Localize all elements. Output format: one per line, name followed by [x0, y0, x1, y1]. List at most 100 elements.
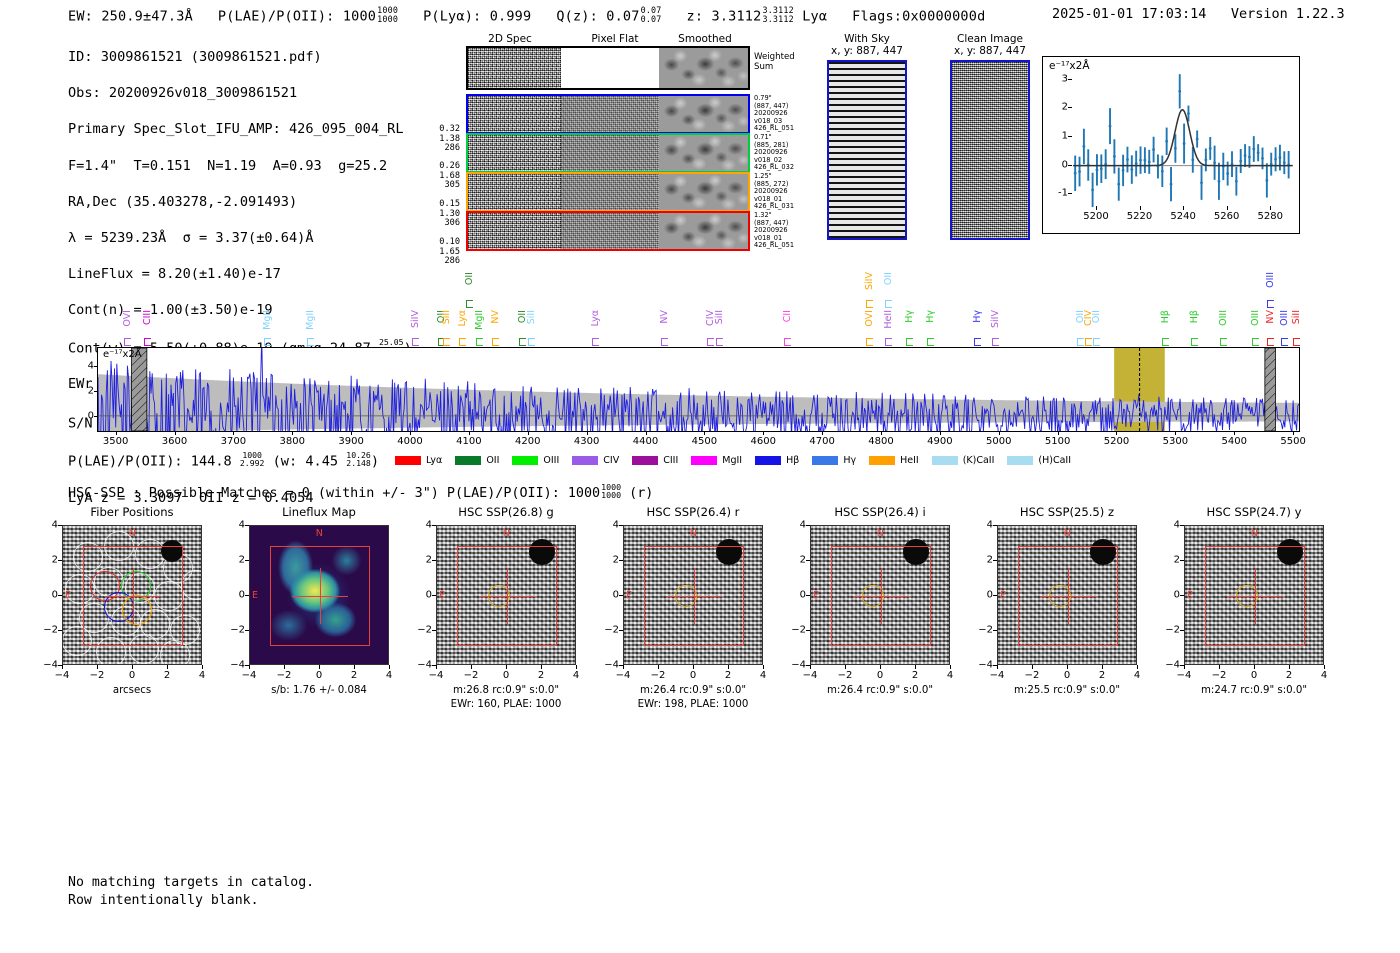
z-value: 3.3112	[711, 8, 762, 25]
x-tick-mark	[763, 665, 764, 669]
x-tick-mark	[704, 431, 706, 435]
legend-item: HeII	[869, 455, 919, 466]
x-tick-mark	[728, 665, 729, 669]
y-tick-mark	[1180, 595, 1184, 596]
x-tick-label: 4500	[691, 436, 718, 447]
x-tick-label: 4200	[515, 436, 541, 447]
line-id-bracket	[527, 338, 535, 346]
x-tick-mark	[97, 665, 98, 669]
plae-value: 1000	[342, 8, 377, 25]
legend-label: HeII	[900, 455, 919, 466]
x-tick-label: 4	[385, 670, 393, 681]
legend-label: CIV	[603, 455, 620, 466]
source-blob	[161, 540, 183, 562]
fiber-row-left-labels: 0.15 1.30 306	[439, 199, 460, 229]
x-tick-mark	[1254, 665, 1255, 669]
x-tick-mark	[1219, 665, 1220, 669]
flags-value: Flags:0x0000000d	[852, 8, 986, 25]
line-id-bracket	[715, 338, 723, 346]
line-id-bracket	[885, 338, 893, 346]
qz-label: Q(z):	[556, 8, 598, 25]
weighted-sum-label: Weighted Sum	[754, 52, 795, 72]
east-label: E	[65, 590, 72, 602]
x-tick-mark	[1067, 665, 1068, 669]
y-tick-mark	[806, 630, 810, 631]
line-id-bracket	[458, 338, 466, 346]
x-tick-label: 2	[911, 670, 919, 681]
line-id-label: OII	[463, 272, 475, 286]
x-tick-mark	[586, 431, 588, 435]
legend-label: OII	[486, 455, 500, 466]
x-tick-label: 5260	[1213, 211, 1240, 222]
legend-item: (H)CaII	[1007, 455, 1071, 466]
x-tick-mark	[1183, 206, 1185, 210]
legend-label: CIII	[663, 455, 679, 466]
line-id-bracket	[306, 338, 314, 346]
y-tick-label: 0	[238, 589, 245, 601]
spectrum-legend: Lyα OII OIII CIV CIII MgII Hβ Hγ HeII (K)CaII (H)C…	[395, 450, 1084, 469]
y-tick-label: 2	[238, 554, 245, 566]
cutout-caption: m:24.7 rc:0.9" s:0.0"	[1200, 685, 1308, 696]
x-tick-mark	[436, 665, 437, 669]
y-tick-mark	[432, 630, 436, 631]
y-tick-mark	[58, 665, 62, 666]
y-tick-mark	[94, 365, 98, 367]
fiber-row-left-labels: 0.10 1.65 286	[439, 237, 460, 267]
line-id-label: Lyα	[590, 310, 602, 327]
east-label: E	[1000, 590, 1007, 602]
x-tick-mark	[471, 665, 472, 669]
x-tick-mark	[506, 665, 507, 669]
info-lambda: λ = 5239.23Å σ = 3.37(±0.64)Å	[68, 230, 314, 247]
y-tick-label: −2	[43, 624, 58, 636]
line-id-label: OVI	[864, 310, 876, 327]
y-tick-mark	[58, 595, 62, 596]
y-tick-label: −4	[978, 659, 993, 671]
north-label: N	[876, 528, 884, 539]
y-tick-label: −2	[1165, 624, 1180, 636]
x-tick-label: 5000	[986, 436, 1012, 447]
fullspec-yunit: e⁻¹⁷x2Å	[103, 349, 142, 360]
hsc-header: HSC-SSP : Possible Matches = 0 (within +…	[68, 482, 654, 502]
cutout-caption: m:26.4 rc:0.9" s:0.0"	[639, 685, 747, 696]
y-tick-mark	[806, 665, 810, 666]
line-id-label: OII	[883, 272, 895, 286]
y-tick-mark	[619, 525, 623, 526]
x-tick-label: −4	[428, 670, 444, 681]
x-tick-mark	[115, 431, 117, 435]
legend-item: OIII	[512, 455, 559, 466]
line-id-bracket	[973, 338, 981, 346]
line-id-bracket	[143, 338, 151, 346]
y-tick-mark	[806, 560, 810, 561]
fov-box	[269, 545, 371, 647]
panel-title-pixelflat: Pixel Flat	[591, 33, 639, 45]
y-tick-label: 2	[986, 554, 993, 566]
y-tick-mark	[432, 525, 436, 526]
y-tick-label: 0	[425, 589, 432, 601]
line-id-label: SiII	[713, 310, 725, 325]
x-tick-mark	[1139, 206, 1141, 210]
line-id-bracket	[438, 338, 446, 346]
panel-title-smoothed: Smoothed	[678, 33, 732, 45]
x-tick-label: 0	[502, 670, 510, 681]
ew-label: EW:	[68, 8, 93, 25]
crosshair-vertical	[881, 568, 882, 624]
line-id-bracket	[1093, 338, 1101, 346]
legend-item: OII	[455, 455, 499, 466]
y-tick-mark	[432, 560, 436, 561]
line-id-label: Hβ	[1188, 310, 1200, 324]
x-tick-mark	[845, 665, 846, 669]
x-tick-label: 5100	[1044, 436, 1071, 447]
y-tick-mark	[806, 525, 810, 526]
line-id-bracket	[476, 338, 484, 346]
line-id-label: Hγ	[904, 310, 916, 323]
y-tick-mark	[245, 525, 249, 526]
line-id-bracket	[1085, 338, 1093, 346]
x-tick-mark	[202, 665, 203, 669]
detection-info-block: ID: 3009861521 (3009861521.pdf) Obs: 202…	[68, 30, 412, 525]
bottom-note: No matching targets in catalog. Row inte…	[68, 875, 315, 908]
y-tick-label: −4	[604, 659, 619, 671]
x-tick-mark	[950, 665, 951, 669]
x-tick-mark	[881, 431, 882, 435]
y-tick-label: 0	[1173, 589, 1180, 601]
x-tick-label: 5280	[1257, 211, 1283, 222]
